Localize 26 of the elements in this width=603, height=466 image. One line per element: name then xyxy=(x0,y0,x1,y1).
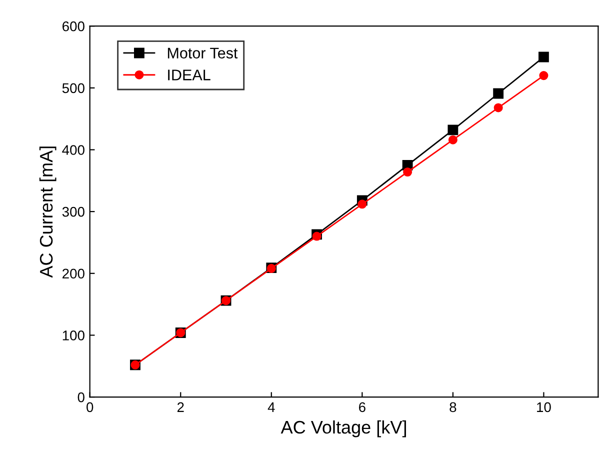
x-tick-label: 0 xyxy=(86,402,94,412)
point xyxy=(539,71,548,80)
x-axis-title: AC Voltage [kV] xyxy=(280,420,406,438)
point xyxy=(403,167,412,177)
point xyxy=(493,88,504,99)
point xyxy=(448,124,458,136)
x-tick-label: 10 xyxy=(537,402,551,412)
point xyxy=(448,135,458,144)
x-tick-label: 4 xyxy=(268,402,275,412)
x-tick-label: 6 xyxy=(359,402,366,412)
x-tick-label: 8 xyxy=(450,402,456,412)
point xyxy=(312,232,322,241)
y-axis-title: AC Current [mA] xyxy=(39,146,56,278)
x-tick-label: 2 xyxy=(177,402,184,412)
y-tick-label: 100 xyxy=(62,330,84,340)
point xyxy=(538,52,549,62)
point xyxy=(358,200,367,209)
legend-label: Motor Test xyxy=(168,48,238,58)
y-tick-label: 400 xyxy=(62,145,84,155)
y-tick-label: 500 xyxy=(62,83,84,94)
point xyxy=(494,103,503,112)
y-tick-label: 0 xyxy=(78,392,84,402)
y-tick-label: 200 xyxy=(62,268,84,279)
y-tick-label: 600 xyxy=(62,21,84,32)
y-tick-label: 300 xyxy=(62,206,84,217)
legend-label: IDEAL xyxy=(168,70,210,80)
